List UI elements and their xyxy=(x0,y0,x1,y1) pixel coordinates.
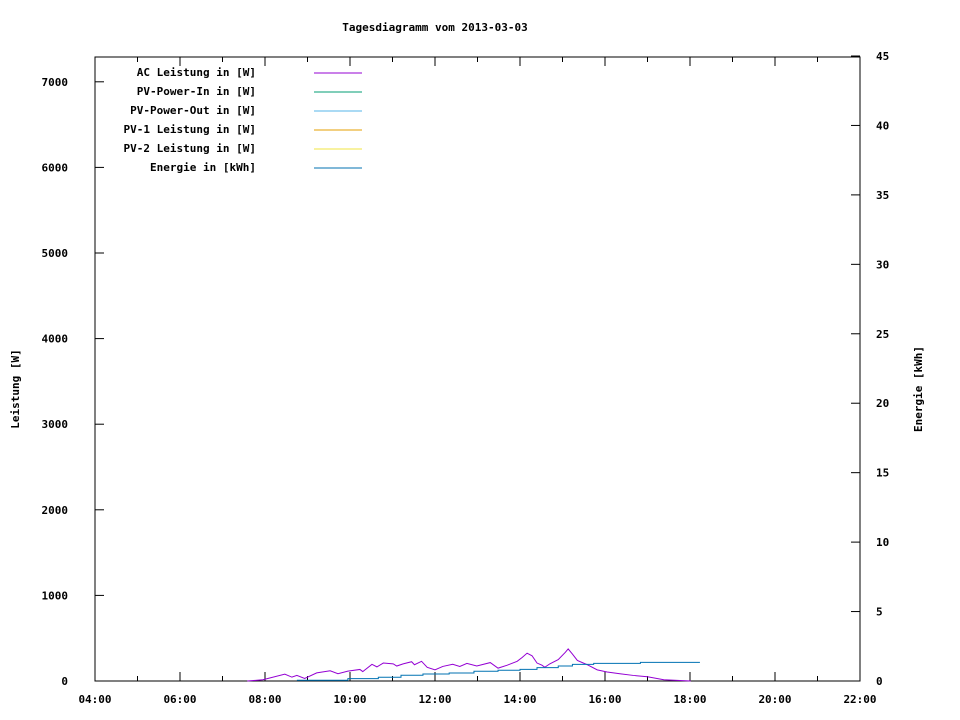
y-tick-label: 2000 xyxy=(42,504,69,517)
y2-tick-label: 5 xyxy=(876,606,883,619)
x-tick-label: 10:00 xyxy=(333,693,366,706)
x-tick-label: 16:00 xyxy=(588,693,621,706)
legend-label: PV-1 Leistung in [W] xyxy=(124,123,256,136)
x-tick-label: 22:00 xyxy=(843,693,876,706)
y-tick-label: 1000 xyxy=(42,589,69,602)
y-tick-label: 0 xyxy=(61,675,68,688)
y-tick-label: 7000 xyxy=(42,76,69,89)
y-tick-label: 6000 xyxy=(42,161,69,174)
y2-tick-label: 35 xyxy=(876,189,889,202)
legend-label: PV-2 Leistung in [W] xyxy=(124,142,256,155)
y-tick-label: 3000 xyxy=(42,418,69,431)
y2-tick-label: 20 xyxy=(876,397,889,410)
y2-tick-label: 0 xyxy=(876,675,883,688)
y-tick-label: 4000 xyxy=(42,333,69,346)
y2-tick-label: 10 xyxy=(876,536,889,549)
y2-tick-label: 15 xyxy=(876,467,889,480)
x-tick-label: 08:00 xyxy=(248,693,281,706)
x-tick-label: 12:00 xyxy=(418,693,451,706)
y2-axis-label: Energie [kWh] xyxy=(912,346,925,432)
legend-label: AC Leistung in [W] xyxy=(137,66,256,79)
legend-label: PV-Power-In in [W] xyxy=(137,85,256,98)
y2-tick-label: 25 xyxy=(876,328,889,341)
x-tick-label: 14:00 xyxy=(503,693,536,706)
y2-tick-label: 45 xyxy=(876,50,889,63)
x-tick-label: 06:00 xyxy=(163,693,196,706)
series-line-5 xyxy=(296,661,700,681)
x-tick-label: 18:00 xyxy=(673,693,706,706)
chart-title: Tagesdiagramm vom 2013-03-03 xyxy=(342,21,527,34)
legend-label: PV-Power-Out in [W] xyxy=(130,104,256,117)
series-line-0 xyxy=(247,648,691,682)
y-axis-label: Leistung [W] xyxy=(9,349,22,428)
y-tick-label: 5000 xyxy=(42,247,69,260)
x-tick-label: 04:00 xyxy=(78,693,111,706)
y2-tick-label: 40 xyxy=(876,119,889,132)
x-tick-label: 20:00 xyxy=(758,693,791,706)
legend-label: Energie in [kWh] xyxy=(150,161,256,174)
y2-tick-label: 30 xyxy=(876,258,889,271)
